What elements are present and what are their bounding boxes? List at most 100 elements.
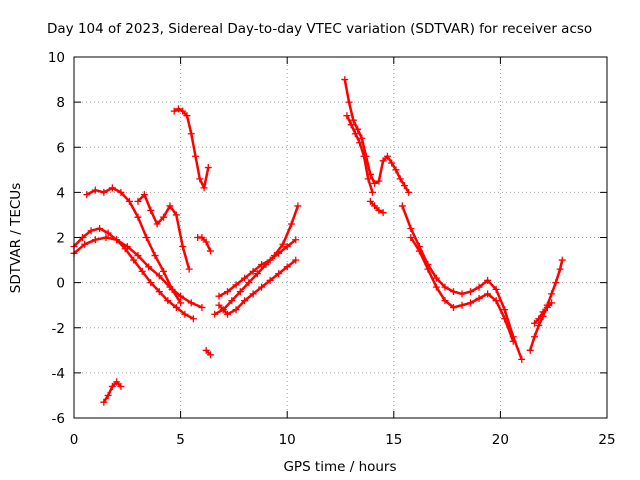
data-point bbox=[283, 263, 291, 271]
data-point bbox=[266, 276, 274, 284]
series-arc-n bbox=[366, 197, 387, 217]
series-arc-d bbox=[134, 191, 193, 273]
data-point bbox=[351, 130, 359, 138]
data-point bbox=[292, 236, 300, 244]
data-point bbox=[206, 351, 214, 359]
series-trace bbox=[343, 79, 410, 194]
series-trace bbox=[218, 238, 297, 298]
data-point bbox=[185, 265, 193, 273]
data-point bbox=[501, 315, 509, 323]
data-point bbox=[364, 175, 372, 183]
data-point bbox=[354, 125, 362, 133]
data-point bbox=[81, 240, 89, 248]
data-points bbox=[70, 76, 566, 406]
data-point bbox=[379, 157, 387, 165]
data-point bbox=[492, 297, 500, 305]
data-point bbox=[155, 288, 163, 296]
data-point bbox=[343, 112, 351, 120]
data-point bbox=[424, 265, 432, 273]
data-point bbox=[232, 281, 240, 289]
data-point bbox=[179, 243, 187, 251]
data-point bbox=[552, 279, 560, 287]
data-point bbox=[368, 188, 376, 196]
series-arc-e bbox=[100, 378, 125, 406]
data-point bbox=[371, 202, 379, 210]
data-point bbox=[228, 297, 236, 305]
data-point bbox=[211, 310, 219, 318]
data-point bbox=[147, 206, 155, 214]
series-arc-g bbox=[194, 234, 214, 255]
data-point bbox=[174, 105, 182, 113]
x-tick-label: 25 bbox=[598, 432, 615, 448]
data-point bbox=[224, 310, 232, 318]
data-point bbox=[249, 267, 257, 275]
data-point bbox=[407, 234, 415, 241]
data-point bbox=[125, 197, 133, 205]
data-point bbox=[449, 288, 457, 296]
data-point bbox=[236, 288, 244, 296]
data-point bbox=[275, 270, 283, 278]
data-point bbox=[224, 288, 232, 296]
series-trace bbox=[218, 259, 297, 316]
data-point bbox=[375, 177, 383, 185]
data-point bbox=[232, 306, 240, 314]
data-point bbox=[396, 175, 404, 183]
data-point bbox=[548, 299, 556, 307]
data-point bbox=[206, 247, 214, 255]
data-point bbox=[91, 236, 99, 244]
data-point bbox=[345, 98, 353, 106]
data-point bbox=[539, 308, 547, 316]
y-tick-label: 4 bbox=[56, 185, 65, 201]
data-point bbox=[467, 288, 475, 296]
data-point bbox=[183, 112, 191, 120]
series-arc-r bbox=[531, 299, 556, 327]
data-point bbox=[138, 267, 146, 275]
series-arc-c bbox=[83, 184, 185, 307]
data-point bbox=[108, 382, 116, 390]
data-point bbox=[179, 107, 187, 115]
data-point bbox=[168, 285, 176, 293]
data-point bbox=[275, 249, 283, 257]
data-point bbox=[366, 197, 374, 205]
series-arc-m bbox=[343, 112, 376, 196]
series-trace bbox=[369, 200, 384, 214]
data-point bbox=[202, 346, 210, 354]
data-point bbox=[196, 175, 204, 183]
y-tick-label: 0 bbox=[56, 276, 65, 292]
data-point bbox=[215, 301, 223, 309]
x-tick-label: 20 bbox=[492, 432, 509, 448]
data-point bbox=[202, 238, 210, 246]
x-axis-label: GPS time / hours bbox=[283, 459, 396, 475]
data-point bbox=[294, 202, 302, 210]
y-tick-label: 6 bbox=[56, 140, 65, 156]
data-point bbox=[153, 220, 161, 228]
data-point bbox=[140, 191, 148, 199]
data-point bbox=[172, 303, 180, 311]
series-trace bbox=[205, 349, 212, 356]
data-point bbox=[458, 301, 466, 309]
data-point bbox=[142, 234, 150, 241]
data-point bbox=[91, 186, 99, 194]
data-point bbox=[130, 256, 138, 264]
data-point bbox=[405, 188, 413, 196]
data-point bbox=[177, 292, 185, 300]
data-point bbox=[258, 283, 266, 291]
data-point bbox=[341, 76, 349, 84]
grid bbox=[74, 57, 607, 418]
data-point bbox=[375, 206, 383, 214]
data-point bbox=[356, 139, 364, 147]
data-point bbox=[117, 188, 125, 196]
data-point bbox=[198, 303, 206, 311]
data-point bbox=[484, 290, 492, 298]
data-point bbox=[358, 134, 366, 142]
data-point bbox=[155, 272, 163, 280]
data-point bbox=[83, 191, 91, 199]
data-point bbox=[441, 297, 449, 305]
x-tick-label: 10 bbox=[279, 432, 296, 448]
axis-ticks: 0 5 10 15 20 25 -6 -4 -2 0 2 4 6 8 10 bbox=[48, 50, 616, 448]
data-point bbox=[108, 184, 116, 192]
y-tick-label: 10 bbox=[48, 50, 65, 66]
data-point bbox=[151, 252, 159, 260]
data-point bbox=[292, 256, 300, 264]
data-point bbox=[432, 274, 440, 282]
